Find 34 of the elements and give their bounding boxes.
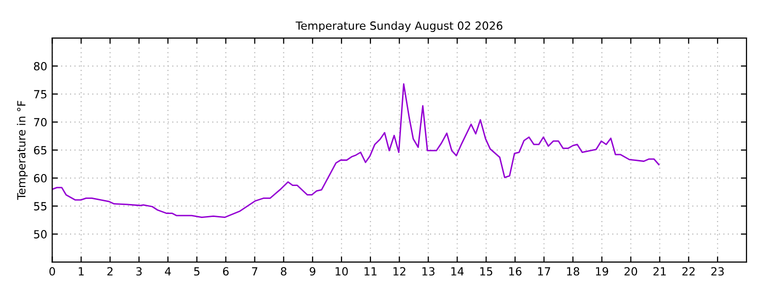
x-tick-label: 4 bbox=[164, 267, 171, 276]
x-tick-label: 11 bbox=[364, 267, 376, 276]
chart-title: Temperature Sunday August 02 2026 bbox=[296, 21, 502, 32]
x-tick-label: 19 bbox=[596, 267, 608, 276]
x-tick-label: 8 bbox=[280, 267, 286, 276]
x-tick-label: 5 bbox=[194, 267, 200, 276]
x-tick-label: 13 bbox=[422, 267, 434, 276]
x-tick-label: 1 bbox=[78, 267, 84, 276]
x-tick-label: 3 bbox=[136, 267, 142, 276]
y-tick-label: 70 bbox=[34, 118, 47, 126]
x-tick-label: 18 bbox=[567, 267, 580, 276]
x-tick-label: 2 bbox=[107, 267, 112, 276]
x-tick-label: 6 bbox=[223, 267, 229, 276]
x-tick-label: 12 bbox=[394, 267, 406, 276]
x-tick-label: 0 bbox=[49, 267, 56, 276]
y-tick-label: 75 bbox=[34, 90, 46, 98]
x-tick-label: 17 bbox=[538, 267, 550, 276]
y-tick-label: 50 bbox=[34, 230, 47, 238]
y-tick-label: 65 bbox=[34, 146, 46, 154]
line-series bbox=[52, 83, 660, 218]
y-tick-label: 55 bbox=[34, 202, 46, 210]
x-tick-label: 9 bbox=[310, 267, 316, 276]
x-tick-label: 14 bbox=[451, 267, 464, 276]
x-tick-label: 21 bbox=[653, 267, 666, 276]
y-axis-title: Temperature in °F bbox=[16, 100, 28, 200]
x-tick-label: 7 bbox=[252, 267, 258, 276]
y-tick-label: 80 bbox=[34, 62, 47, 70]
x-tick-label: 16 bbox=[509, 267, 522, 276]
x-tick-label: 22 bbox=[682, 267, 695, 276]
x-tick-label: 15 bbox=[480, 267, 492, 276]
x-tick-label: 20 bbox=[624, 267, 638, 276]
x-tick-label: 23 bbox=[711, 267, 724, 276]
y-tick-label: 60 bbox=[34, 174, 47, 182]
x-tick-label: 10 bbox=[336, 267, 348, 276]
